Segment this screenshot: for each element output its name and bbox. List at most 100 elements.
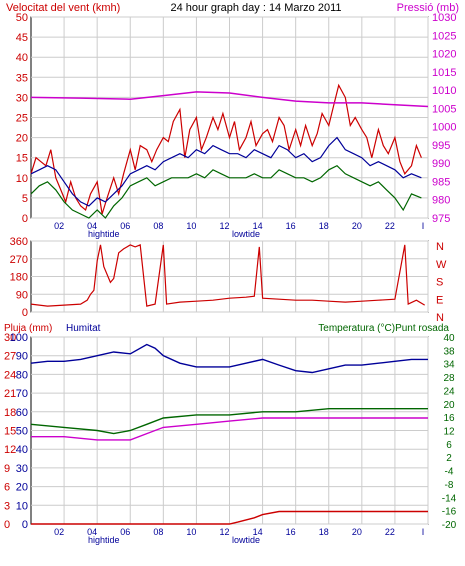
- x-tick-label: 22: [385, 527, 395, 537]
- temperature-y-tick-label: 24: [443, 386, 455, 397]
- humidity-y-tick-label: 10: [16, 500, 28, 512]
- pressure-y-tick-label: 1000: [432, 122, 456, 134]
- x-tick-label: 08: [153, 527, 163, 537]
- wind-axis-title: Velocitat del vent (kmh): [6, 2, 120, 14]
- rain-y-tick-label: 3: [4, 500, 10, 512]
- wind-y-tick-label: 20: [16, 133, 28, 145]
- tide-label: lowtide: [232, 535, 260, 545]
- temperature-y-tick-label: 6: [446, 440, 452, 451]
- x-tick-label: 18: [319, 527, 329, 537]
- temperature-y-tick-label: 16: [443, 413, 455, 424]
- series-layer: [30, 83, 429, 525]
- pressure-y-tick-label: 995: [432, 140, 450, 152]
- rain-y-tick-label: 0: [4, 519, 10, 531]
- x-tick-label: 06: [120, 221, 130, 231]
- thermo-series-temperature: [30, 408, 428, 435]
- pressure-y-tick-label: 985: [432, 176, 450, 188]
- x-tick-label: 12: [219, 527, 229, 537]
- temperature-y-tick-label: 38: [443, 346, 455, 357]
- tide-label: lowtide: [232, 229, 260, 239]
- compass-label: N: [436, 241, 444, 253]
- tide-label: hightide: [88, 535, 120, 545]
- pressure-y-tick-label: 1020: [432, 49, 456, 61]
- x-tick-label: 12: [219, 221, 229, 231]
- wind-series-wind_gust_base: [30, 164, 422, 219]
- thermo-series-humidity: [30, 343, 428, 374]
- temperature-axis-title: Temperatura (°C)Punt rosada: [318, 323, 449, 334]
- temperature-y-tick-label: 2: [446, 453, 452, 464]
- tide-label: hightide: [88, 229, 120, 239]
- wind-y-tick-label: 0: [22, 213, 28, 225]
- rain-y-tick-label: 21: [4, 388, 16, 400]
- rain-y-tick-label: 30: [4, 332, 16, 344]
- x-tick-label: 10: [186, 527, 196, 537]
- direction-y-tick-label: 0: [22, 307, 28, 319]
- humidity-y-tick-label: 0: [22, 519, 28, 531]
- temperature-y-tick-label: 34: [443, 360, 455, 371]
- compass-label: N: [436, 312, 444, 324]
- wind-y-tick-label: 40: [16, 52, 28, 64]
- temperature-y-tick-label: 28: [443, 373, 455, 384]
- direction-series: [30, 244, 426, 307]
- x-tick-label: 22: [385, 221, 395, 231]
- rain-y-tick-label: 24: [4, 369, 16, 381]
- x-tick-label: 08: [153, 221, 163, 231]
- chart-title: 24 hour graph day : 14 Marzo 2011: [170, 2, 341, 14]
- pressure-y-tick-label: 1025: [432, 30, 456, 42]
- humidity-y-tick-label: 80: [16, 369, 28, 381]
- pressure-y-tick-label: 1030: [432, 12, 456, 24]
- x-tick-label: 14: [253, 527, 263, 537]
- thermo-series-rain: [31, 510, 428, 525]
- x-tick-label: 04: [87, 527, 97, 537]
- wind-y-tick-label: 5: [22, 193, 28, 205]
- x-tick-label: 04: [87, 221, 97, 231]
- pressure-y-tick-label: 1005: [432, 103, 456, 115]
- x-tick-label: 16: [286, 221, 296, 231]
- wind-series-wind: [30, 83, 422, 215]
- x-tick-label: 06: [120, 527, 130, 537]
- wind-y-tick-label: 30: [16, 92, 28, 104]
- x-tick-label: 02: [54, 221, 64, 231]
- direction-y-tick-label: 90: [16, 289, 28, 301]
- wind-y-tick-label: 35: [16, 72, 28, 84]
- rain-y-tick-label: 9: [4, 463, 10, 475]
- direction-y-tick-label: 270: [10, 254, 28, 266]
- compass-label: W: [436, 259, 447, 271]
- humidity-y-tick-label: 60: [16, 407, 28, 419]
- wind-y-tick-label: 10: [16, 173, 28, 185]
- x-tick-label: 20: [352, 527, 362, 537]
- compass-label: S: [436, 277, 443, 289]
- temperature-y-tick-label: -8: [445, 480, 454, 491]
- pressure-y-tick-label: 1015: [432, 67, 456, 79]
- pressure-y-tick-label: 1010: [432, 85, 456, 97]
- x-tick-label: I: [422, 527, 425, 537]
- rain-y-tick-label: 27: [4, 351, 16, 363]
- x-tick-label: I: [422, 221, 425, 231]
- pressure-axis-title: Pressió (mb): [397, 2, 459, 14]
- wind-y-tick-label: 25: [16, 113, 28, 125]
- humidity-y-tick-label: 70: [16, 388, 28, 400]
- wind-y-tick-label: 50: [16, 12, 28, 24]
- pressure-y-tick-label: 980: [432, 195, 450, 207]
- pressure-y-tick-label: 975: [432, 213, 450, 225]
- humidity-y-tick-label: 20: [16, 482, 28, 494]
- humidity-y-tick-label: 40: [16, 444, 28, 456]
- temperature-y-tick-label: 20: [443, 400, 455, 411]
- rain-y-tick-label: 18: [4, 407, 16, 419]
- rain-y-tick-label: 15: [4, 426, 16, 438]
- rain-axis-title: Pluja (mm): [4, 323, 52, 334]
- rain-y-tick-label: 12: [4, 444, 16, 456]
- direction-y-tick-label: 360: [10, 236, 28, 248]
- humidity-y-tick-label: 100: [10, 332, 28, 344]
- temperature-y-tick-label: 40: [443, 333, 455, 344]
- pressure-y-tick-label: 990: [432, 158, 450, 170]
- x-tick-label: 18: [319, 221, 329, 231]
- humidity-y-tick-label: 50: [16, 426, 28, 438]
- x-tick-label: 10: [186, 221, 196, 231]
- thermo-series-dewpoint: [31, 417, 428, 441]
- temperature-y-tick-label: -14: [442, 493, 457, 504]
- humidity-y-tick-label: 30: [16, 463, 28, 475]
